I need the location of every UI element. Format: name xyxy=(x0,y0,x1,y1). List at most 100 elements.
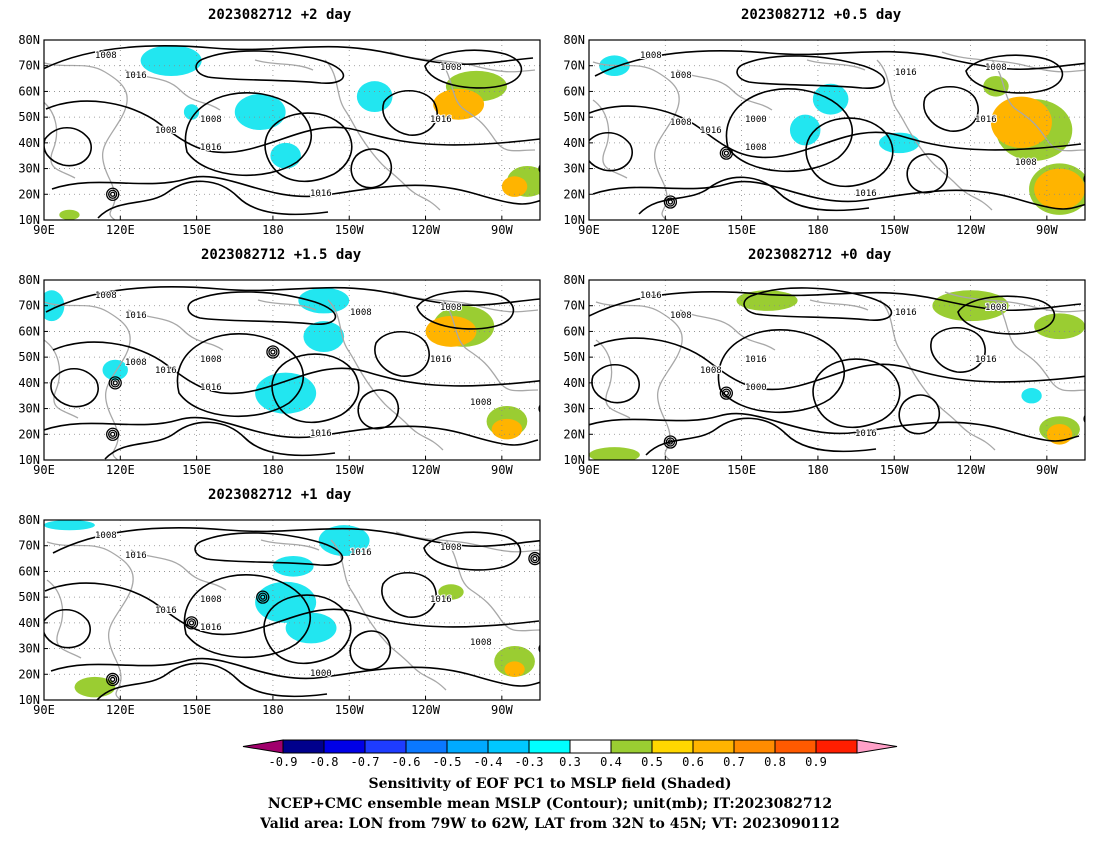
low-pressure-ring xyxy=(270,349,276,355)
mslp-contour xyxy=(50,657,540,687)
mslp-contour xyxy=(589,131,633,172)
low-pressure-ring xyxy=(541,645,545,653)
coastline xyxy=(592,61,680,220)
lon-tick-label: 150E xyxy=(182,703,211,717)
plot-frame xyxy=(43,519,541,701)
contour-label: 1016 xyxy=(855,189,877,199)
contour-label: 1008 xyxy=(350,308,372,318)
sensitivity-strong-positive-shade xyxy=(491,418,523,440)
colorbar-tick-label: 0.9 xyxy=(805,755,827,769)
mslp-contour xyxy=(965,54,1064,94)
lat-tick-label: 70N xyxy=(18,59,40,73)
lon-tick-label: 150W xyxy=(335,463,365,477)
colorbar-swatch xyxy=(610,739,653,754)
contour-label: 1016 xyxy=(745,355,767,365)
mslp-contour xyxy=(645,417,877,456)
mslp-contour xyxy=(717,329,846,414)
lon-tick-label: 120E xyxy=(651,223,680,237)
low-pressure-ring xyxy=(106,187,120,201)
low-pressure-ring xyxy=(528,551,540,566)
mslp-contour xyxy=(423,531,522,571)
lon-tick-label: 180 xyxy=(807,463,829,477)
sensitivity-positive-shade xyxy=(74,676,116,698)
lat-tick-label: 20N xyxy=(18,187,40,201)
lat-tick-label: 10N xyxy=(18,453,40,467)
lon-tick-label: 90W xyxy=(1036,463,1058,477)
lat-tick-label: 10N xyxy=(18,693,40,707)
sensitivity-negative-shade xyxy=(234,94,286,130)
contour-label: 1016 xyxy=(975,355,997,365)
sensitivity-negative-shade xyxy=(102,359,128,381)
mslp-contour xyxy=(44,416,539,446)
caption-line-1: Sensitivity of EOF PC1 to MSLP field (Sh… xyxy=(368,776,732,792)
colorbar-tick-label: -0.9 xyxy=(269,755,298,769)
map-plot: 1016 1008 1008 1000 1016 1016 1008 1016 1016 80N 7… xyxy=(563,273,1086,477)
lon-tick-label: 120E xyxy=(651,463,680,477)
low-pressure-ring xyxy=(1086,175,1090,183)
mslp-contour xyxy=(812,358,901,429)
low-pressure-ring xyxy=(532,555,538,562)
sensitivity-strong-positive-shade xyxy=(990,96,1052,148)
lon-tick-label: 120W xyxy=(956,463,986,477)
panel-title: 2023082712 +2 day xyxy=(208,7,352,23)
low-pressure-ring xyxy=(268,347,278,357)
contour-label: 1008 xyxy=(200,355,222,365)
contour-label: 1016 xyxy=(430,595,452,605)
colorbar-tick-label: -0.3 xyxy=(515,755,544,769)
lon-tick-label: 90E xyxy=(33,463,55,477)
mslp-contour xyxy=(45,286,540,313)
colorbar-tick-label: 0.8 xyxy=(764,755,786,769)
contour-label: 1000 xyxy=(745,383,767,393)
colorbar-swatch xyxy=(446,739,489,754)
contour-label: 1016 xyxy=(430,115,452,125)
lat-tick-label: 80N xyxy=(18,513,40,527)
colorbar-tick-label: 0.7 xyxy=(723,755,745,769)
mslp-contour xyxy=(424,49,523,89)
mslp-contour xyxy=(589,105,1082,159)
map-plot: 1008 1016 1016 1016 1008 1000 1008 1016 1016 1008… xyxy=(18,513,589,717)
mslp-contour xyxy=(187,291,337,325)
coastline xyxy=(876,59,993,211)
sensitivity-positive-shade xyxy=(983,76,1009,97)
mslp-contour xyxy=(923,86,979,132)
mslp-contour xyxy=(96,662,328,700)
lat-tick-label: 30N xyxy=(18,642,40,656)
low-pressure-ring xyxy=(188,620,195,626)
low-pressure-ring xyxy=(721,388,732,398)
low-pressure-ring xyxy=(538,164,540,173)
lat-tick-label: 60N xyxy=(563,84,585,98)
lat-tick-label: 60N xyxy=(18,324,40,338)
contour-label: 1016 xyxy=(125,71,147,81)
contour-label: 1008 xyxy=(440,303,462,313)
lat-tick-label: 10N xyxy=(18,213,40,227)
colorbar-tick-label: -0.4 xyxy=(474,755,503,769)
coastline xyxy=(439,59,536,152)
low-pressure-ring xyxy=(110,431,116,437)
plot-frame xyxy=(43,279,541,461)
contour-label: 1016 xyxy=(200,143,222,153)
colorbar-swatch xyxy=(282,739,325,754)
contour-label: 1008 xyxy=(95,291,117,301)
coastline xyxy=(254,59,314,71)
mslp-contour xyxy=(805,117,894,188)
colorbar-tick-label: -0.8 xyxy=(310,755,339,769)
contour-label: 1008 xyxy=(95,531,117,541)
lat-tick-label: 10N xyxy=(563,213,585,227)
lat-tick-label: 30N xyxy=(563,162,585,176)
colorbar-swatch xyxy=(733,739,776,754)
mslp-contour xyxy=(184,92,313,177)
mslp-contour xyxy=(263,594,352,665)
mslp-contour xyxy=(44,126,92,167)
low-pressure-ring xyxy=(256,590,270,604)
contour-label: 1016 xyxy=(125,311,147,321)
contour-label: 1016 xyxy=(310,429,332,439)
mslp-contour xyxy=(374,331,430,377)
lat-tick-label: 30N xyxy=(18,162,40,176)
contour-label: 1008 xyxy=(670,71,692,81)
low-pressure-ring xyxy=(106,427,120,441)
lat-tick-label: 30N xyxy=(563,402,585,416)
coastline xyxy=(324,59,441,211)
map-plot: 1008 1008 1016 1008 1000 1016 1008 1016 1016 1008… xyxy=(563,33,1090,237)
sensitivity-negative-shade xyxy=(303,321,345,352)
colorbar-swatch xyxy=(487,739,530,754)
